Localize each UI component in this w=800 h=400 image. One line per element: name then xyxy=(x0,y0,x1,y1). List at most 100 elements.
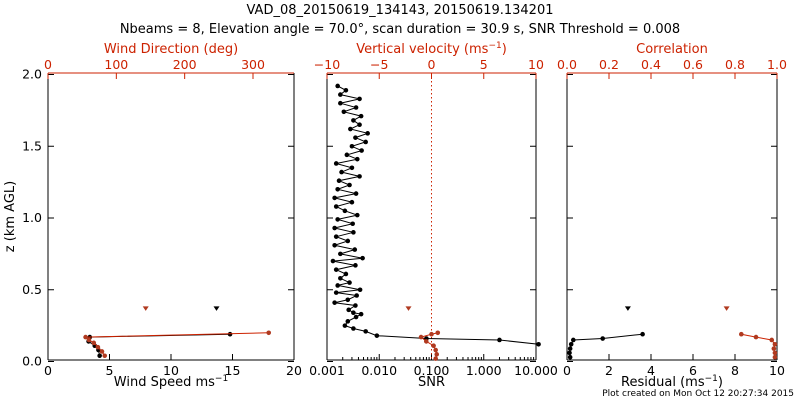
ytick-label: 0.5 xyxy=(22,282,42,297)
x-axis-label-residual-bottom-exponent: −1 xyxy=(705,374,718,384)
data-point-correlation xyxy=(753,334,759,340)
x-axis-label-residual-bottom: Residual (ms−1) xyxy=(621,374,723,390)
data-point-snr xyxy=(351,230,356,235)
x-axis-label-snr-top-exponent: −1 xyxy=(488,41,501,51)
data-point-residual xyxy=(567,346,573,351)
xtick-label-bottom: 15 xyxy=(225,363,241,378)
data-point-snr xyxy=(345,319,351,324)
xtick-label-top: 0.8 xyxy=(725,57,745,72)
xtick-label-top: −10 xyxy=(314,57,340,72)
data-point-residual xyxy=(600,336,605,341)
figure-title-line1: VAD_08_20150619_134143, 20150619.134201 xyxy=(247,3,554,18)
isolated-point-residual xyxy=(624,306,631,311)
data-point-correlation xyxy=(769,337,775,343)
data-point-snr xyxy=(336,178,342,183)
data-point-snr xyxy=(333,267,339,272)
x-axis-label-snr-top-unit: (ms xyxy=(464,42,489,57)
data-point-snr xyxy=(338,251,343,257)
xtick-label-bottom: 0.001 xyxy=(309,363,345,378)
xtick-label-top: 0.4 xyxy=(641,57,661,72)
data-point-snr xyxy=(358,113,364,119)
xtick-label-bottom: 4 xyxy=(647,363,655,378)
series-line-wind-speed xyxy=(88,333,231,356)
xtick-label-bottom: 0 xyxy=(44,363,52,378)
data-point-snr xyxy=(342,208,348,214)
data-point-snr xyxy=(338,100,343,106)
data-point-snr xyxy=(332,195,337,201)
data-point-snr xyxy=(333,204,339,209)
data-point-wind-direction xyxy=(95,344,101,350)
xtick-label-top: 5 xyxy=(480,57,488,72)
data-point-vertical-velocity xyxy=(434,352,440,357)
xtick-label-bottom: 10.000 xyxy=(514,363,558,378)
data-point-vertical-velocity xyxy=(429,331,434,337)
data-point-wind-direction xyxy=(91,340,97,346)
xtick-label-bottom: 6 xyxy=(689,363,697,378)
data-point-correlation xyxy=(772,354,778,360)
x-axis-label-residual-bottom-unit-close: ) xyxy=(718,375,723,390)
data-point-residual xyxy=(567,350,572,356)
data-point-vertical-velocity xyxy=(423,339,429,344)
data-point-correlation xyxy=(771,346,777,351)
data-point-snr xyxy=(348,126,353,132)
x-axis-label-wind-bottom: Wind Speed ms−1 xyxy=(114,374,228,390)
data-point-residual xyxy=(568,341,574,347)
data-point-snr xyxy=(349,165,355,171)
xtick-label-top: 0.6 xyxy=(683,57,703,72)
data-point-snr xyxy=(333,234,339,239)
data-point-wind-direction xyxy=(86,337,92,343)
ytick-label: 1.0 xyxy=(22,210,42,225)
data-point-snr xyxy=(333,290,339,295)
data-point-snr xyxy=(350,221,355,227)
data-point-snr xyxy=(351,310,356,316)
data-point-snr xyxy=(358,311,364,317)
data-point-correlation xyxy=(772,350,778,356)
xtick-label-top: 0.2 xyxy=(599,57,619,72)
xtick-label-bottom: 0.010 xyxy=(361,363,397,378)
x-axis-label-residual-top: Correlation xyxy=(636,42,708,57)
xtick-label-top: 200 xyxy=(173,57,197,72)
data-point-snr xyxy=(345,297,351,303)
data-point-snr xyxy=(363,329,368,334)
data-point-snr xyxy=(359,148,364,153)
data-point-snr xyxy=(339,169,344,175)
data-point-wind-direction xyxy=(102,353,108,359)
data-point-residual xyxy=(571,337,576,343)
x-axis-label-wind-top: Wind Direction (deg) xyxy=(104,42,238,57)
data-point-snr xyxy=(347,280,352,285)
data-point-snr xyxy=(346,307,351,313)
series-line-wind-direction xyxy=(84,332,269,357)
xtick-label-top: 10 xyxy=(528,57,544,72)
xtick-label-top: 1.0 xyxy=(767,57,787,72)
xtick-label-bottom: 10 xyxy=(163,363,179,378)
data-point-snr xyxy=(497,337,502,343)
xtick-label-bottom: 0 xyxy=(563,363,571,378)
y-axis-label: z (km AGL) xyxy=(3,181,18,252)
data-point-snr xyxy=(347,182,352,188)
data-point-residual xyxy=(567,354,573,360)
x-axis-label-snr-top-text: Vertical velocity xyxy=(356,42,464,57)
x-axis-label-residual-bottom-unit: (ms xyxy=(680,375,705,390)
data-point-wind-speed xyxy=(97,353,102,359)
series-line-residual xyxy=(568,333,643,358)
x-axis-label-snr-top: Vertical velocity (ms−1) xyxy=(356,41,507,57)
data-point-snr xyxy=(365,131,370,136)
x-axis-label-wind-bottom-unit: ms xyxy=(195,375,215,390)
data-point-snr xyxy=(335,217,340,222)
data-point-snr xyxy=(354,156,360,162)
isolated-point-correlation xyxy=(723,306,730,311)
xtick-label-bottom: 20 xyxy=(286,363,302,378)
data-point-wind-speed xyxy=(227,331,233,337)
data-point-vertical-velocity xyxy=(433,356,438,361)
data-point-wind-direction xyxy=(83,334,88,340)
data-point-vertical-velocity xyxy=(418,334,424,340)
data-point-snr xyxy=(349,199,355,205)
xtick-label-top: 100 xyxy=(104,57,128,72)
data-point-snr xyxy=(353,135,358,140)
data-point-snr xyxy=(354,293,359,298)
data-point-snr xyxy=(332,225,337,231)
data-point-snr xyxy=(357,96,362,102)
data-point-snr xyxy=(360,255,365,261)
